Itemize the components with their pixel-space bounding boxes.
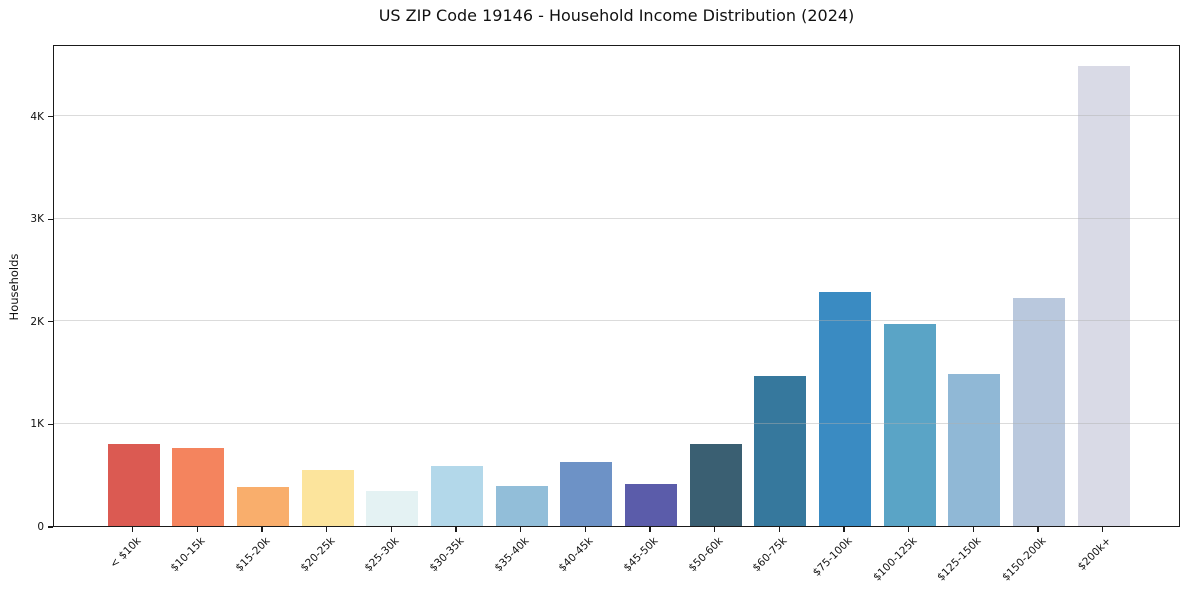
gridline: [54, 320, 1179, 322]
x-tick-mark: [649, 527, 651, 532]
x-tick-mark: [908, 527, 910, 532]
bar: [366, 490, 419, 526]
x-tick-mark: [520, 527, 522, 532]
gridline: [54, 217, 1179, 219]
x-tick-mark: [326, 527, 328, 532]
bar: [754, 375, 807, 526]
bar: [237, 486, 290, 526]
y-tick-mark: [48, 423, 53, 426]
bar: [431, 466, 484, 526]
bar: [819, 292, 872, 526]
x-tick-mark: [584, 527, 586, 532]
bar: [107, 444, 160, 526]
x-tick-mark: [261, 527, 263, 532]
plot-area: [53, 45, 1180, 527]
bar: [1077, 66, 1130, 526]
bar: [883, 323, 936, 526]
y-tick-label: 0: [37, 521, 44, 533]
chart-title: US ZIP Code 19146 - Household Income Dis…: [378, 6, 855, 25]
x-tick-mark: [1037, 527, 1039, 532]
x-tick-mark: [972, 527, 974, 532]
x-tick-label: < $10k: [107, 535, 144, 571]
bar: [689, 444, 742, 526]
x-tick-mark: [455, 527, 457, 532]
bar: [948, 374, 1001, 526]
x-tick-mark: [196, 527, 198, 532]
y-tick-label: 4K: [30, 110, 44, 123]
y-tick-mark: [48, 116, 53, 118]
y-tick-mark: [48, 321, 53, 323]
bar: [625, 483, 678, 526]
y-tick-mark: [48, 526, 53, 528]
gridline: [54, 115, 1179, 117]
bar: [1013, 297, 1066, 526]
gridline: [54, 422, 1179, 424]
bar: [301, 469, 354, 526]
y-tick-label: 1K: [30, 418, 44, 431]
x-tick-mark: [778, 527, 780, 532]
bar: [495, 486, 548, 526]
x-tick-mark: [132, 527, 134, 532]
x-tick-mark: [843, 527, 845, 532]
y-tick-label: 3K: [30, 213, 44, 226]
x-tick-mark: [714, 527, 716, 532]
y-tick-label: 2K: [30, 315, 44, 328]
bar: [560, 462, 613, 526]
x-tick-mark: [390, 527, 392, 532]
x-tick-mark: [1102, 527, 1104, 532]
bar: [172, 448, 225, 526]
y-tick-mark: [48, 218, 53, 220]
